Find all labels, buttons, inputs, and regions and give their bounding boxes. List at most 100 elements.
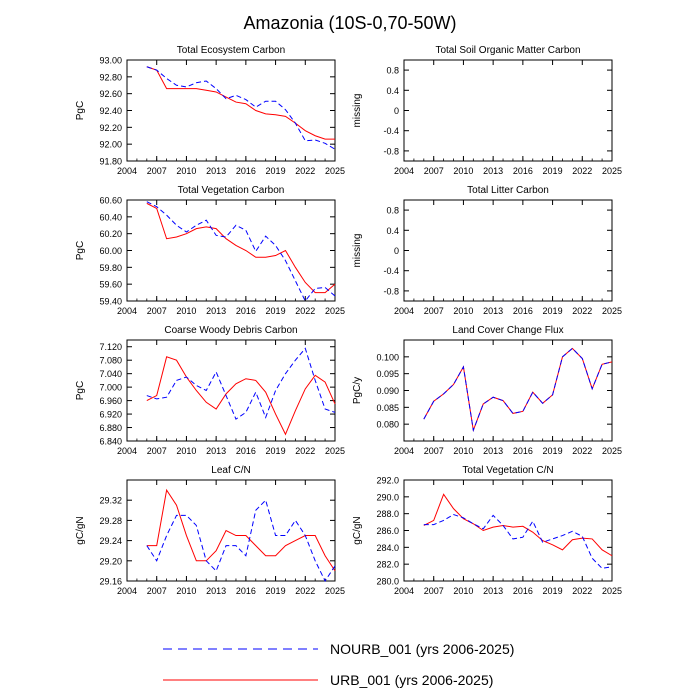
- x-tick-label: 2019: [543, 446, 563, 456]
- panel-title: Total Vegetation C/N: [462, 465, 553, 476]
- x-tick-label: 2022: [572, 306, 592, 316]
- x-tick-label: 2013: [483, 306, 503, 316]
- x-tick-label: 2013: [206, 586, 226, 596]
- x-tick-label: 2004: [117, 586, 137, 596]
- series-line-urb-001: [146, 356, 336, 436]
- x-tick-label: 2019: [266, 166, 286, 176]
- y-tick-label: 92.20: [99, 123, 122, 133]
- y-tick-label: -0.4: [383, 126, 399, 136]
- y-tick-label: 29.16: [99, 577, 122, 587]
- panel-0: Total Ecosystem Carbon PgC 2004 2007 2010 201…: [75, 45, 345, 176]
- x-tick-label: 2013: [206, 166, 226, 176]
- x-tick-label: 2004: [117, 306, 137, 316]
- plot-frame: [403, 339, 613, 442]
- y-axis-label: PgC: [75, 241, 86, 260]
- plot-frame: [403, 59, 613, 162]
- x-tick-label: 2025: [602, 446, 622, 456]
- x-tick-label: 2016: [236, 586, 256, 596]
- y-tick-label: 59.40: [99, 297, 122, 307]
- x-tick-label: 2007: [147, 166, 167, 176]
- y-axis-label: PgC: [75, 101, 86, 120]
- x-tick-label: 2010: [176, 166, 196, 176]
- y-tick-label: 6.880: [99, 423, 122, 433]
- y-tick-label: 60.60: [99, 196, 122, 206]
- y-tick-label: 59.60: [99, 280, 122, 290]
- x-tick-label: 2016: [513, 166, 533, 176]
- y-tick-label: 29.24: [99, 536, 122, 546]
- legend-label-nourb: NOURB_001 (yrs 2006-2025): [330, 641, 514, 657]
- x-tick-label: 2019: [266, 586, 286, 596]
- x-tick-label: 2004: [394, 166, 414, 176]
- y-tick-label: 93.00: [99, 56, 122, 66]
- y-tick-label: 60.40: [99, 212, 122, 222]
- series-line-nourb-001: [146, 66, 336, 150]
- panel-title: Land Cover Change Flux: [452, 325, 563, 336]
- x-tick-label: 2007: [147, 306, 167, 316]
- y-tick-label: 29.20: [99, 556, 122, 566]
- y-tick-label: 0.100: [376, 352, 399, 362]
- x-tick-label: 2025: [325, 166, 345, 176]
- figure-title: Amazonia (10S-0,70-50W): [243, 13, 456, 33]
- x-tick-label: 2010: [453, 306, 473, 316]
- plot-frame: [126, 199, 336, 302]
- panel-1: Total Soil Organic Matter Carbon missing 2…: [352, 45, 622, 176]
- x-tick-label: 2007: [424, 166, 444, 176]
- x-tick-label: 2007: [424, 306, 444, 316]
- y-tick-label: 60.00: [99, 246, 122, 256]
- plot-frame: [126, 59, 336, 162]
- series-line-nourb-001: [146, 201, 336, 302]
- y-tick-label: 282.0: [376, 560, 399, 570]
- panel-6: Leaf C/N gC/gN 2004 2007 2010 2013 2016 2019 202…: [75, 465, 345, 596]
- plot-frame: [403, 479, 613, 582]
- y-tick-label: -0.8: [383, 146, 399, 156]
- x-tick-label: 2022: [295, 446, 315, 456]
- y-tick-label: 29.28: [99, 516, 122, 526]
- x-tick-label: 2016: [236, 306, 256, 316]
- series-line-urb-001: [146, 66, 335, 140]
- y-tick-label: -0.8: [383, 286, 399, 296]
- x-tick-label: 2016: [513, 446, 533, 456]
- x-tick-label: 2007: [147, 446, 167, 456]
- x-tick-label: 2010: [453, 586, 473, 596]
- y-tick-label: 0: [394, 106, 399, 116]
- y-tick-label: 0.090: [376, 386, 399, 396]
- x-tick-label: 2007: [147, 586, 167, 596]
- y-tick-label: 0: [394, 246, 399, 256]
- y-tick-label: 91.80: [99, 157, 122, 167]
- y-tick-label: 0.085: [376, 403, 399, 413]
- x-tick-label: 2025: [325, 586, 345, 596]
- panel-title: Total Ecosystem Carbon: [177, 45, 285, 56]
- x-tick-label: 2025: [325, 306, 345, 316]
- y-tick-label: 59.80: [99, 263, 122, 273]
- panels: Total Ecosystem Carbon PgC 2004 2007 2010 201…: [75, 45, 622, 596]
- x-tick-label: 2022: [295, 306, 315, 316]
- x-tick-label: 2013: [483, 586, 503, 596]
- y-tick-label: 7.080: [99, 356, 122, 366]
- y-tick-label: 7.120: [99, 342, 122, 352]
- x-tick-label: 2010: [176, 446, 196, 456]
- x-tick-label: 2004: [117, 446, 137, 456]
- x-tick-label: 2022: [295, 586, 315, 596]
- y-tick-label: 286.0: [376, 526, 399, 536]
- y-axis-label: missing: [352, 234, 363, 268]
- y-tick-label: 92.40: [99, 106, 122, 116]
- x-tick-label: 2013: [483, 446, 503, 456]
- y-tick-label: 284.0: [376, 543, 399, 553]
- x-tick-label: 2025: [325, 446, 345, 456]
- x-tick-label: 2007: [424, 446, 444, 456]
- legend: NOURB_001 (yrs 2006-2025) URB_001 (yrs 2…: [163, 641, 514, 688]
- y-tick-label: 288.0: [376, 509, 399, 519]
- panel-4: Coarse Woody Debris Carbon PgC 2004 2007 201…: [75, 325, 345, 456]
- x-tick-label: 2010: [453, 166, 473, 176]
- y-tick-label: 92.60: [99, 89, 122, 99]
- series-line-nourb-001: [146, 347, 336, 420]
- x-tick-label: 2016: [236, 166, 256, 176]
- y-tick-label: 290.0: [376, 492, 399, 502]
- x-tick-label: 2022: [572, 586, 592, 596]
- y-tick-label: 60.20: [99, 229, 122, 239]
- y-tick-label: 6.840: [99, 437, 122, 447]
- panel-title: Coarse Woody Debris Carbon: [164, 325, 297, 336]
- x-tick-label: 2007: [424, 586, 444, 596]
- x-tick-label: 2004: [117, 166, 137, 176]
- x-tick-label: 2016: [236, 446, 256, 456]
